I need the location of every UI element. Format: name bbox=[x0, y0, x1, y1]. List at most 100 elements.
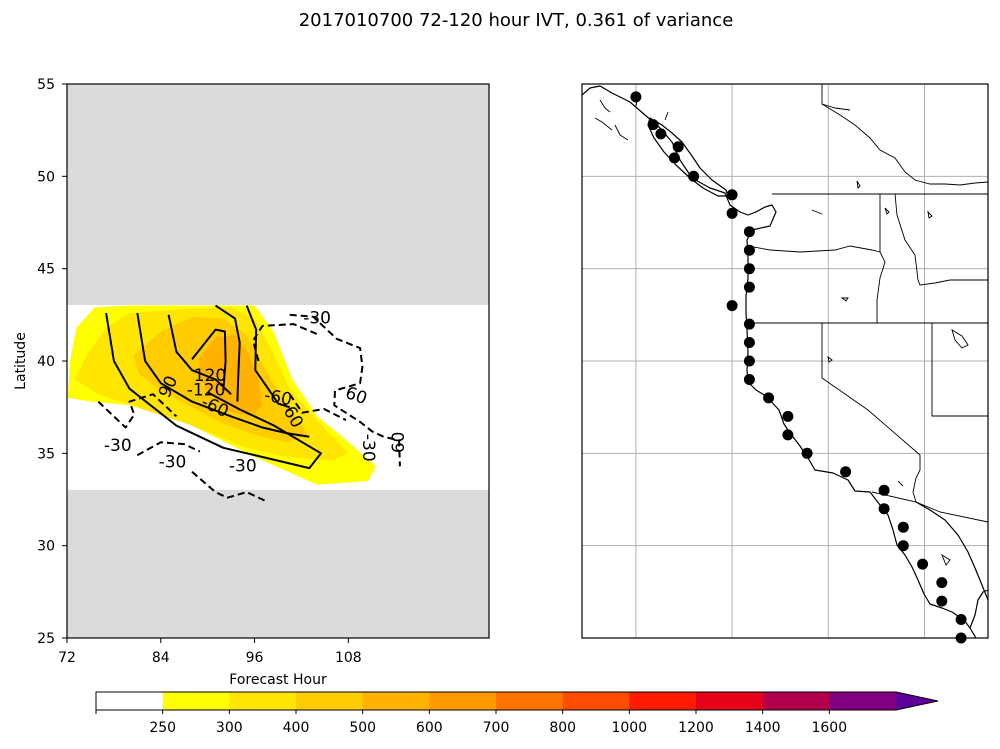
coast-point bbox=[782, 410, 794, 422]
x-tick-label: 108 bbox=[335, 650, 362, 666]
contour-label: -120 bbox=[187, 381, 226, 401]
colorbar-swatch bbox=[696, 692, 764, 710]
colorbar-tick-label: 300 bbox=[216, 720, 243, 736]
lake-3 bbox=[840, 297, 849, 302]
contour-label: -60 bbox=[263, 386, 294, 411]
colorbar-swatch bbox=[429, 692, 497, 710]
contour-label: -30 bbox=[303, 309, 331, 329]
border-wa-or bbox=[747, 245, 881, 253]
lake-2 bbox=[811, 209, 823, 215]
colorado-river bbox=[912, 477, 917, 503]
coast-point bbox=[878, 484, 890, 496]
contour-label: -30 bbox=[229, 456, 257, 476]
colorbar-swatch bbox=[496, 692, 564, 710]
y-tick-label: 35 bbox=[37, 446, 55, 462]
coast-point bbox=[743, 318, 755, 330]
coast-point bbox=[801, 447, 813, 459]
x-tick-label: 96 bbox=[246, 650, 264, 666]
figure-title: 2017010700 72-120 hour IVT, 0.361 of var… bbox=[299, 10, 734, 31]
colorbar-tick-label: 600 bbox=[416, 720, 443, 736]
coast-point bbox=[743, 337, 755, 348]
coast-point bbox=[743, 263, 755, 275]
colorbar-swatch bbox=[829, 692, 897, 710]
colorbar-tick-label: 700 bbox=[483, 720, 510, 736]
coast-point bbox=[782, 429, 794, 441]
coast-point bbox=[840, 466, 852, 478]
colorbar-swatch bbox=[562, 692, 630, 710]
x-axis-label: Forecast Hour bbox=[229, 672, 327, 688]
border-us-mexico bbox=[871, 491, 988, 523]
y-tick-label: 45 bbox=[37, 262, 55, 278]
y-tick-label: 40 bbox=[37, 354, 55, 370]
coast-point bbox=[743, 244, 755, 256]
colorbar-extend-arrow bbox=[896, 692, 938, 710]
contour-label: 60 bbox=[389, 431, 409, 453]
border-bc-ab-upper bbox=[821, 103, 851, 111]
salton bbox=[897, 480, 904, 487]
coast-point bbox=[672, 141, 684, 153]
lake-7 bbox=[927, 210, 933, 219]
colorbar-tick-label: 500 bbox=[349, 720, 376, 736]
colorbar-swatch bbox=[229, 692, 297, 710]
coast-point bbox=[743, 226, 755, 238]
y-tick-label: 25 bbox=[37, 631, 55, 647]
coast-point bbox=[743, 281, 755, 293]
colorbar-tick-label: 1600 bbox=[811, 720, 847, 736]
border-or-id bbox=[876, 251, 886, 323]
coast-point bbox=[668, 152, 680, 164]
coast-point bbox=[936, 595, 948, 607]
contour-line-6 bbox=[191, 471, 267, 503]
border-wa-bc-top bbox=[821, 84, 988, 186]
contour-line-3 bbox=[288, 393, 347, 421]
coast-point bbox=[955, 614, 967, 625]
masked-top bbox=[67, 84, 489, 305]
contour-line-11 bbox=[214, 304, 241, 402]
lake-5 bbox=[951, 329, 969, 349]
y-tick-label: 30 bbox=[37, 539, 55, 555]
colorbar-tick-label: 250 bbox=[149, 720, 176, 736]
lake-6 bbox=[884, 207, 890, 215]
contour-label: 120 bbox=[194, 366, 226, 386]
coast-point bbox=[726, 189, 738, 201]
gulf-of-california bbox=[915, 501, 988, 601]
coast-point bbox=[936, 577, 948, 589]
lake-4 bbox=[827, 355, 833, 363]
colorbar-swatch bbox=[629, 692, 697, 710]
coast-point bbox=[655, 128, 667, 140]
masked-bottom bbox=[67, 490, 489, 638]
coast-point bbox=[630, 91, 642, 103]
coast-point bbox=[726, 207, 738, 219]
colorbar-tick-label: 800 bbox=[549, 720, 576, 736]
coastline bbox=[582, 85, 977, 638]
colorbar-tick-label: 1400 bbox=[745, 720, 781, 736]
coast-point bbox=[726, 300, 738, 312]
lake-8 bbox=[941, 553, 951, 566]
contour-label: 60 bbox=[343, 383, 370, 409]
colorbar-swatch bbox=[296, 692, 364, 710]
contour-line-1 bbox=[289, 313, 401, 467]
colorbar-tick-label: 400 bbox=[283, 720, 310, 736]
coast-point bbox=[897, 540, 909, 552]
contour-line-5 bbox=[136, 441, 201, 457]
contour-line-12 bbox=[245, 305, 291, 409]
x-tick-label: 84 bbox=[152, 650, 170, 666]
contour-line-7 bbox=[105, 312, 322, 470]
coast-point bbox=[743, 374, 755, 385]
y-tick-label: 55 bbox=[37, 77, 55, 93]
colorbar-swatch bbox=[362, 692, 430, 710]
baja-tip bbox=[969, 589, 988, 629]
contour-line-8 bbox=[136, 312, 310, 438]
colorbar: 250 300 400 500 600 700 800 1000 1200 1400 1600 bbox=[95, 691, 939, 736]
coastline-map bbox=[581, 83, 989, 644]
coast-point bbox=[743, 355, 755, 367]
colorbar-swatch bbox=[762, 692, 830, 710]
y-tick-label: 50 bbox=[37, 169, 55, 185]
contour-label: -30 bbox=[159, 453, 187, 473]
colorbar-swatch bbox=[162, 692, 230, 710]
x-tick-label: 72 bbox=[58, 650, 76, 666]
colorbar-swatch bbox=[96, 692, 164, 710]
border-ca-nv bbox=[821, 323, 921, 479]
y-axis-label: Latitude bbox=[13, 332, 29, 390]
